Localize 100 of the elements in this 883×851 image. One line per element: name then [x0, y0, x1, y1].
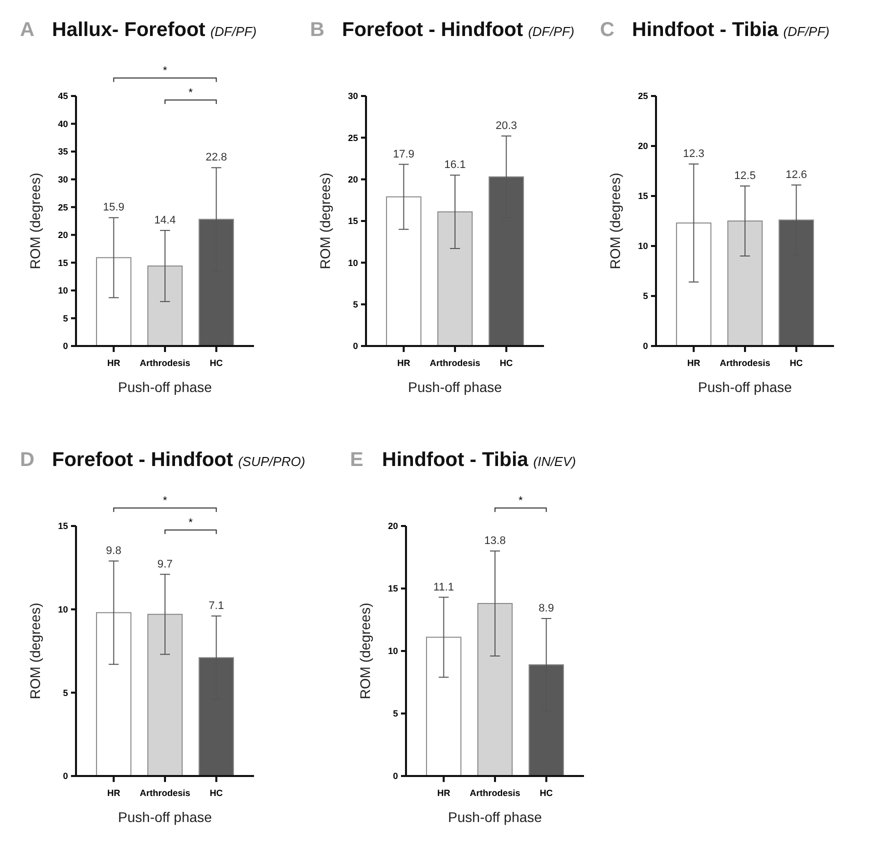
- annotation: 15.9: [102, 202, 124, 214]
- bar: [147, 266, 183, 346]
- y-tick-label: 15: [58, 521, 68, 532]
- y-tick-label: 25: [58, 202, 68, 212]
- x-tick-label: HC: [210, 788, 224, 798]
- y-tick-label: 35: [58, 146, 68, 157]
- text: C: [600, 19, 614, 41]
- x-tick-label: HC: [210, 358, 224, 368]
- y-axis-title: ROM (degrees): [607, 172, 623, 270]
- y-tick-label: 5: [62, 313, 68, 324]
- y-tick-label: 20: [388, 521, 398, 532]
- x-tick-label: HC: [540, 788, 554, 798]
- x-axis-title: Push-off phase: [118, 809, 212, 825]
- annotation: 7.1: [208, 600, 224, 612]
- bar: [96, 612, 132, 776]
- x-axis-title: Push-off phase: [408, 379, 502, 395]
- x-axis-title: Push-off phase: [118, 379, 212, 395]
- annotation: 11.1: [433, 581, 454, 594]
- bar: [386, 196, 422, 346]
- x-tick-label: Arthrodesis: [470, 788, 520, 798]
- chart-subtitle: (DF/PF): [783, 24, 830, 39]
- y-tick-label: 5: [352, 299, 358, 310]
- y-tick-label: 20: [638, 141, 648, 152]
- y-tick-label: 30: [348, 91, 358, 102]
- chart-subtitle: (DF/PF): [528, 24, 574, 39]
- annotation: 22.8: [206, 152, 228, 164]
- y-tick-label: 30: [58, 174, 68, 184]
- y-tick-label: 5: [392, 708, 398, 719]
- chart-title: Hallux- Forefoot: [52, 19, 206, 41]
- y-tick-label: 10: [388, 646, 398, 656]
- bar: [477, 603, 513, 776]
- chart-title: Forefoot - Hindfoot: [52, 449, 234, 471]
- y-tick-label: 0: [392, 771, 398, 782]
- y-tick-label: 20: [348, 174, 358, 184]
- x-tick-label: Arthrodesis: [140, 358, 190, 368]
- chart-title: Forefoot - Hindfoot: [342, 19, 524, 41]
- x-axis-title: Push-off phase: [698, 379, 792, 395]
- chart-subtitle: (IN/EV): [533, 454, 576, 469]
- y-tick-label: 0: [352, 341, 358, 352]
- x-tick-label: Arthrodesis: [140, 788, 190, 798]
- bar: [437, 211, 473, 346]
- y-tick-label: 10: [348, 258, 358, 268]
- y-tick-label: 15: [58, 258, 68, 268]
- y-tick-label: 0: [642, 341, 648, 352]
- x-tick-label: HR: [107, 788, 121, 798]
- y-axis-title: ROM (degrees): [357, 602, 373, 700]
- y-axis-title: ROM (degrees): [27, 602, 43, 700]
- annotation: 12.3: [682, 148, 704, 160]
- text: E: [350, 449, 364, 471]
- y-tick-label: 15: [638, 191, 648, 202]
- y-tick-label: 5: [62, 688, 68, 698]
- text: B: [310, 19, 324, 41]
- annotation: *: [188, 87, 194, 99]
- annotation: 8.9: [538, 602, 554, 614]
- x-tick-label: HR: [437, 788, 451, 798]
- chart-title: Hindfoot - Tibia: [632, 19, 778, 41]
- y-tick-label: 5: [642, 291, 648, 302]
- y-tick-label: 40: [58, 118, 68, 129]
- text: *: [162, 65, 168, 77]
- chart-subtitle: (SUP/PRO): [238, 454, 306, 469]
- y-axis-title: ROM (degrees): [27, 172, 43, 270]
- annotation: 12.6: [786, 169, 808, 181]
- y-tick-label: 15: [348, 216, 358, 226]
- x-axis-title: Push-off phase: [448, 809, 542, 825]
- text: A: [20, 19, 34, 41]
- annotation: 14.4: [154, 214, 176, 226]
- bar: [426, 636, 462, 776]
- annotation: 9.8: [106, 545, 122, 557]
- annotation: 9.7: [157, 558, 173, 570]
- y-tick-label: 10: [58, 286, 68, 296]
- bar: [96, 257, 132, 346]
- chart-title: Hindfoot - Tibia: [382, 449, 528, 471]
- x-tick-label: Arthrodesis: [430, 358, 480, 368]
- annotation: 16.1: [444, 159, 466, 172]
- chart-subtitle: (DF/PF): [210, 24, 257, 39]
- y-tick-label: 0: [62, 341, 68, 352]
- x-tick-label: HC: [790, 358, 804, 368]
- text: D: [20, 449, 34, 471]
- text: *: [518, 495, 524, 507]
- y-tick-label: 10: [58, 604, 68, 614]
- y-tick-label: 0: [62, 771, 68, 782]
- annotation: 17.9: [392, 148, 414, 160]
- bar: [147, 614, 183, 776]
- text: *: [162, 495, 168, 507]
- y-tick-label: 45: [58, 91, 68, 102]
- x-tick-label: Arthrodesis: [720, 358, 770, 368]
- x-tick-label: HC: [500, 358, 514, 368]
- y-tick-label: 25: [348, 132, 358, 143]
- y-tick-label: 10: [638, 241, 648, 252]
- x-tick-label: HR: [107, 358, 121, 368]
- x-tick-label: HR: [397, 358, 411, 368]
- y-tick-label: 15: [388, 584, 398, 594]
- annotation: *: [188, 517, 194, 529]
- x-tick-label: HR: [687, 358, 701, 368]
- y-axis-title: ROM (degrees): [317, 172, 333, 270]
- annotation: 13.8: [484, 535, 506, 547]
- y-tick-label: 20: [58, 230, 68, 240]
- y-tick-label: 25: [638, 91, 648, 102]
- annotation: 20.3: [496, 120, 518, 132]
- annotation: 12.5: [734, 170, 756, 182]
